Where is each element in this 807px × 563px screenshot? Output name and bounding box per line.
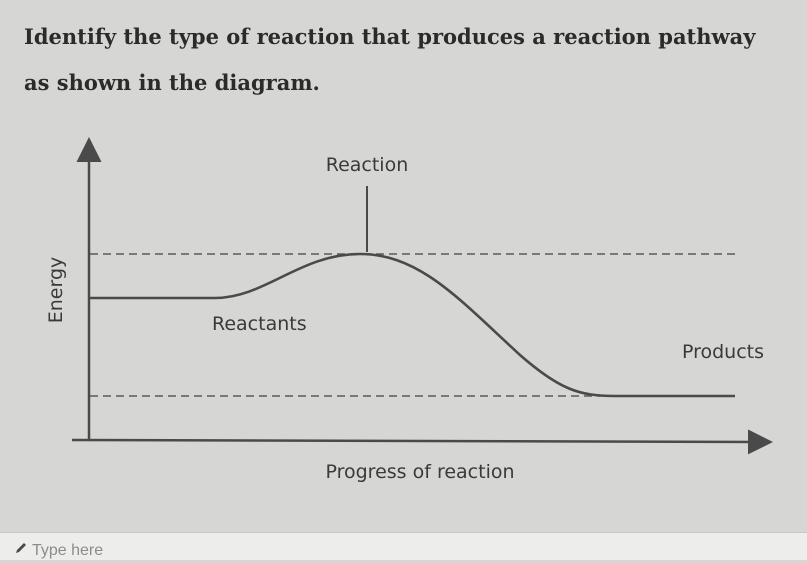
reaction-pathway-curve <box>89 252 735 398</box>
answer-bar <box>0 532 807 563</box>
answer-input[interactable] <box>30 539 734 563</box>
reactants-label: Reactants <box>212 313 307 335</box>
question-text: Identify the type of reaction that produ… <box>24 24 756 95</box>
pencil-icon <box>16 543 26 553</box>
products-label: Products <box>682 341 764 363</box>
y-axis-label: Energy <box>45 257 67 324</box>
x-axis-label: Progress of reaction <box>325 461 514 483</box>
energy-diagram: Energy Reaction Reactants Products Progr… <box>45 137 773 483</box>
peak-label: Reaction <box>326 154 409 176</box>
x-axis <box>71 429 773 455</box>
